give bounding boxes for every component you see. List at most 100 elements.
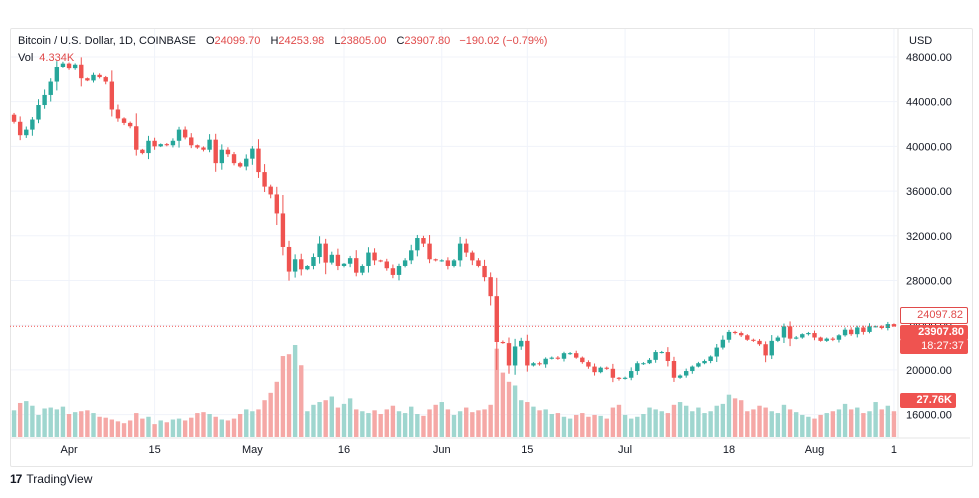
time-tick-label: Jun	[433, 444, 451, 456]
volume-bar	[696, 407, 701, 437]
volume-bar	[867, 411, 872, 437]
volume-bar	[604, 418, 609, 437]
volume-bar	[824, 413, 829, 437]
volume-bar	[812, 418, 817, 437]
time-axis[interactable]: Apr 15 May 16 Jun 15 Jul 18 Aug 1	[60, 444, 897, 456]
volume-bar	[286, 354, 292, 437]
candle-body	[91, 74, 96, 81]
volume-bar	[653, 409, 658, 437]
candle-body	[677, 375, 683, 378]
candle-body	[659, 352, 664, 354]
candle-body	[738, 333, 744, 336]
candle-body	[561, 353, 567, 359]
volume-bar	[726, 394, 732, 437]
volume-bar	[848, 409, 854, 437]
candle-body	[286, 246, 292, 272]
candle-body	[555, 357, 561, 359]
volume-bar	[519, 400, 524, 437]
ohlc-legend: Bitcoin / U.S. Dollar, 1D, COINBASE O240…	[18, 35, 547, 47]
volume-bar	[409, 406, 414, 437]
open-value: 24099.70	[214, 35, 261, 47]
volume-bar	[671, 404, 677, 437]
volume-bar	[66, 414, 72, 437]
candle-body	[549, 357, 554, 359]
candle-body	[861, 327, 866, 332]
candle-body	[30, 119, 35, 130]
candle-body	[292, 259, 298, 272]
time-tick-label: May	[242, 444, 263, 456]
volume-bar	[879, 409, 884, 437]
candle-body	[610, 368, 616, 378]
volume-bar	[24, 401, 29, 437]
candle-body	[873, 326, 878, 328]
volume-bar	[109, 419, 115, 437]
tradingview-brand[interactable]: 17 TradingView	[10, 472, 92, 486]
candle-body	[567, 353, 573, 355]
candle-body	[66, 63, 72, 69]
candle-body	[347, 258, 353, 264]
volume-bar	[842, 403, 848, 437]
time-tick-label: 1	[891, 444, 897, 456]
time-tick-label: 15	[521, 444, 533, 456]
volume-bar	[580, 413, 585, 437]
candle-body	[311, 257, 316, 266]
volume-bar	[641, 414, 646, 437]
candle-body	[867, 326, 872, 332]
volume-bar	[482, 409, 487, 437]
grid	[11, 29, 897, 437]
candle-body	[519, 340, 524, 347]
price-tick-label: 48000.00	[906, 52, 952, 64]
candle-body	[396, 265, 402, 275]
volume-bar	[500, 372, 506, 437]
volume-bar	[439, 402, 444, 437]
candle-body	[855, 327, 860, 335]
volume-bar	[525, 402, 530, 437]
candle-body	[470, 252, 475, 261]
candle-body	[299, 259, 304, 270]
volume-bar	[751, 409, 756, 437]
candle-body	[751, 339, 756, 341]
volume-bar	[378, 414, 383, 437]
candle-body	[647, 359, 652, 364]
volume-bar	[659, 411, 664, 437]
candle-body	[806, 333, 811, 335]
tradingview-logo-icon: 17	[10, 472, 22, 486]
candle-body	[757, 340, 762, 345]
candle-body	[11, 114, 17, 122]
candle-body	[512, 346, 518, 366]
volume-bar	[806, 416, 811, 437]
candle-body	[793, 337, 799, 339]
volume-bar	[714, 405, 719, 437]
volume-bar	[769, 411, 774, 437]
candle-body	[60, 63, 66, 68]
volume-bar	[793, 412, 799, 437]
candle-body	[812, 333, 817, 338]
time-tick-label: Apr	[60, 444, 77, 456]
volume-bar	[11, 410, 17, 437]
volume-bars	[11, 345, 897, 437]
volume-bar	[323, 400, 328, 437]
candle-body	[207, 139, 212, 150]
volume-bar	[861, 413, 866, 437]
volume-bar	[757, 405, 762, 437]
candle-body	[726, 331, 732, 340]
price-axis[interactable]: 48000.00 44000.00 40000.00 36000.00 32000.00…	[906, 52, 952, 422]
candle-body	[280, 213, 286, 247]
candle-body	[885, 324, 891, 329]
candle-body	[17, 121, 23, 136]
candle-body	[36, 105, 41, 120]
candle-body	[818, 337, 823, 341]
volume-bar	[506, 381, 512, 437]
volume-legend: Vol 4.334K	[18, 52, 74, 64]
volume-bar	[372, 410, 377, 437]
candle-body	[696, 363, 701, 367]
volume-bar	[274, 381, 279, 437]
volume-bar	[421, 415, 426, 437]
candle-body	[635, 363, 640, 372]
volume-bar	[690, 411, 695, 437]
volume-bar	[635, 416, 640, 437]
candle-body	[464, 243, 469, 253]
volume-bar	[268, 392, 273, 437]
volume-bar	[36, 414, 41, 437]
